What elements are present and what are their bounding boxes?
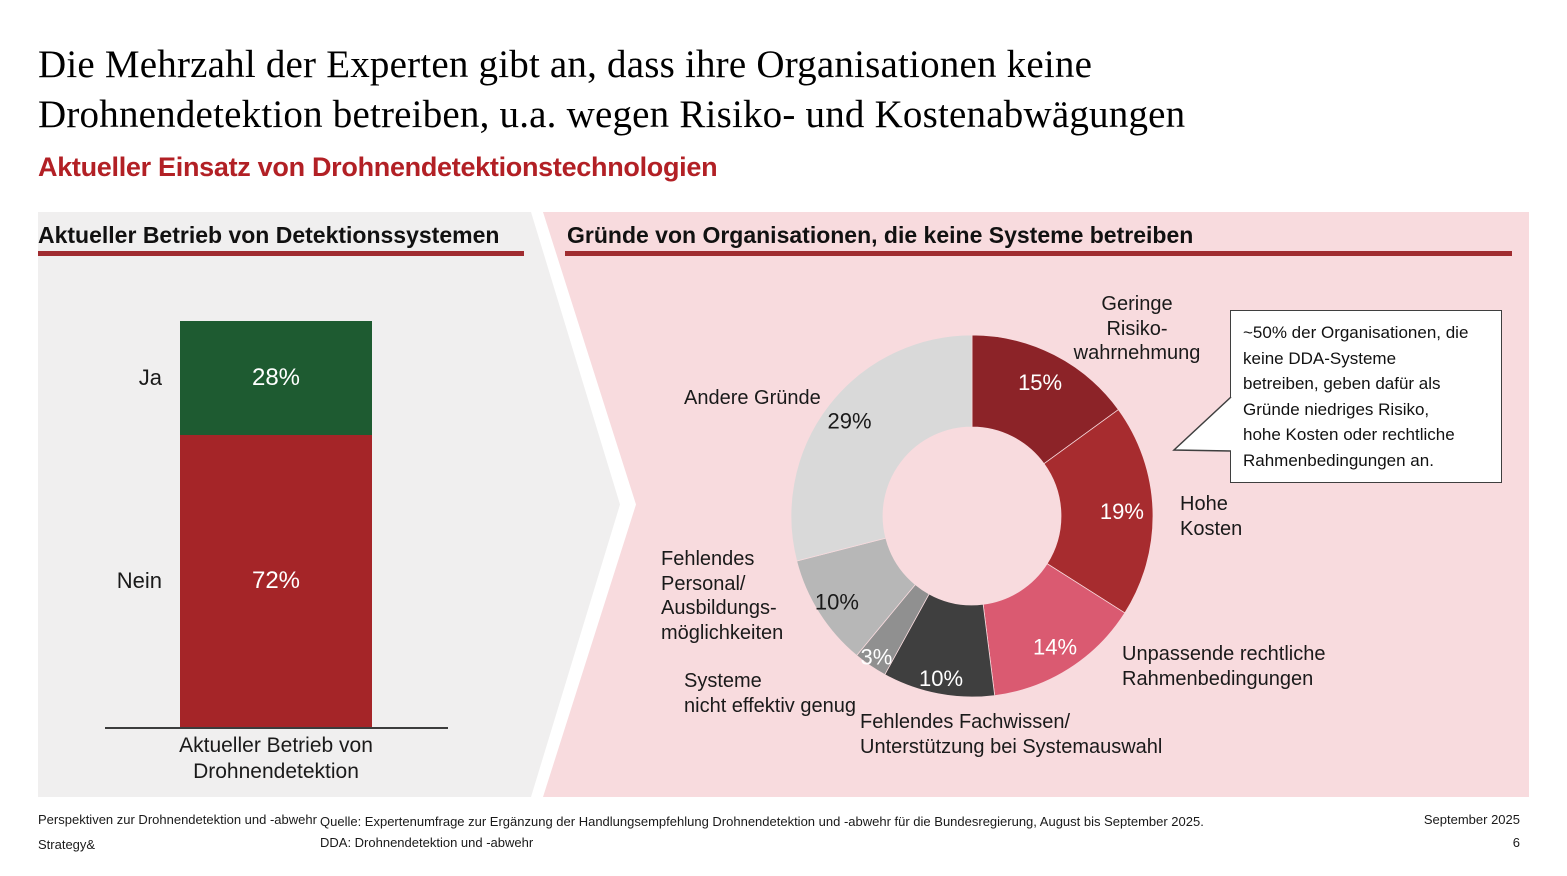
donut-category-label: Andere Gründe: [684, 387, 821, 409]
page-subtitle: Aktueller Einsatz von Drohnendetektionst…: [38, 152, 718, 182]
footer-abbreviation: DDA: Drohnendetektion und -abwehr: [320, 835, 534, 850]
left-panel-title-rule: [38, 251, 524, 256]
right-panel-title-rule: [565, 251, 1512, 256]
footer-date: September 2025: [1423, 812, 1520, 827]
right-panel-title: Gründe von Organisationen, die keine Sys…: [567, 222, 1194, 248]
bar-category-label-nein: Nein: [116, 567, 162, 593]
bar-category-label-ja: Ja: [138, 364, 162, 390]
footer-page-number: 6: [1512, 835, 1520, 850]
bar-segment-value: 72%: [251, 566, 301, 594]
donut-category-label: Systeme nicht effektiv genug: [684, 670, 856, 717]
right-panel-background: [543, 212, 1529, 797]
bar-x-axis-line: [105, 727, 448, 729]
bar-segment-ja: 28%: [180, 321, 372, 435]
bar-x-axis-label: Aktueller Betrieb von Drohnendetektion: [179, 734, 373, 783]
left-panel-title: Aktueller Betrieb von Detektionssystemen: [38, 222, 500, 248]
footer-document-title: Perspektiven zur Drohnendetektion und -a…: [38, 812, 317, 827]
footer-brand: Strategy&: [38, 837, 96, 852]
donut-category-label: Hohe Kosten: [1180, 493, 1243, 540]
donut-category-label: Geringe Risiko-wahrnehmung: [1073, 293, 1201, 364]
callout-box: ~50% der Organisationen, die keine DDA-Sy…: [1230, 310, 1502, 483]
stacked-bar-chart: 28% 72%: [180, 321, 372, 727]
page-title: Die Mehrzahl der Experten gibt an, dass …: [38, 43, 1186, 136]
bar-segment-value: 28%: [251, 363, 301, 391]
donut-category-label: Fehlendes Personal/Ausbildungs-möglichkei…: [661, 548, 784, 644]
donut-category-label: Unpassende rechtliche Rahmenbedingungen: [1122, 643, 1326, 690]
bar-segment-nein: 72%: [180, 434, 372, 727]
footer-source: Quelle: Expertenumfrage zur Ergänzung de…: [320, 814, 1204, 829]
donut-category-label: Fehlendes Fachwissen/Unterstützung bei S…: [860, 711, 1163, 758]
